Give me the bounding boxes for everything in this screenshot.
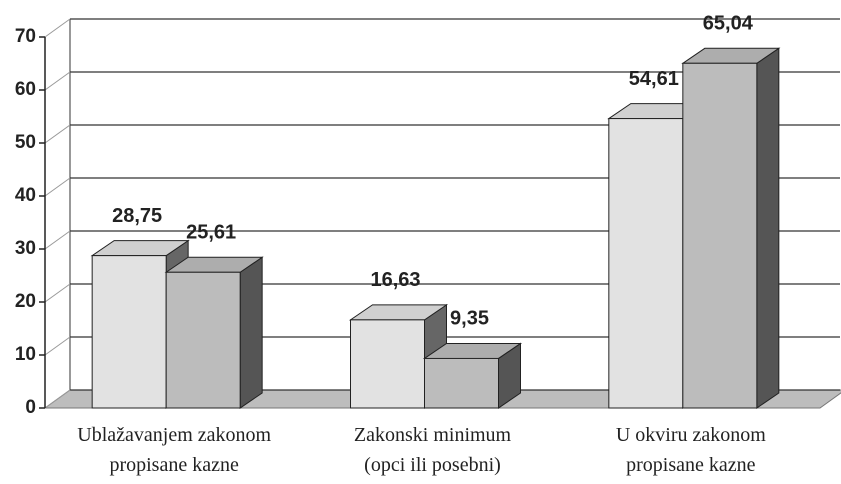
grid-diagonal — [44, 336, 71, 356]
value-label: 16,63 — [370, 269, 420, 291]
bar-side — [239, 256, 263, 409]
value-label: 54,61 — [629, 68, 679, 90]
value-label: 65,04 — [703, 13, 754, 35]
bar — [165, 271, 241, 409]
y-tick-label: 30 — [15, 238, 36, 259]
y-tick-label: 60 — [15, 79, 36, 100]
y-tick-label: 0 — [25, 397, 36, 418]
grid-diagonal — [44, 389, 71, 409]
x-tick-label: Zakonski minimum (opci ili posebni) — [353, 424, 512, 476]
bar — [682, 62, 758, 409]
value-label: 9,35 — [450, 308, 489, 330]
grid-diagonal — [44, 18, 71, 38]
grid-diagonal — [44, 177, 71, 197]
value-label: 25,61 — [186, 222, 236, 244]
y-tick-label: 70 — [15, 26, 36, 47]
bar — [350, 319, 425, 409]
grid-diagonal — [44, 124, 71, 144]
bar — [424, 357, 499, 409]
grid-diagonal — [44, 230, 71, 250]
x-tick-label: U okviru zakonom propisane kazne — [615, 424, 766, 476]
x-tick-label: Ublažavanjem zakonom propisane kazne — [77, 424, 272, 476]
y-tick-label: 40 — [15, 185, 36, 206]
bar — [91, 255, 167, 409]
grid-diagonal — [44, 71, 71, 91]
y-tick-label: 20 — [15, 291, 36, 312]
grid-diagonal — [44, 283, 71, 303]
bar-side — [756, 47, 780, 409]
bar — [608, 118, 684, 409]
y-tick-label: 50 — [15, 132, 36, 153]
value-label: 28,75 — [112, 205, 162, 227]
y-tick-label: 10 — [15, 344, 36, 365]
